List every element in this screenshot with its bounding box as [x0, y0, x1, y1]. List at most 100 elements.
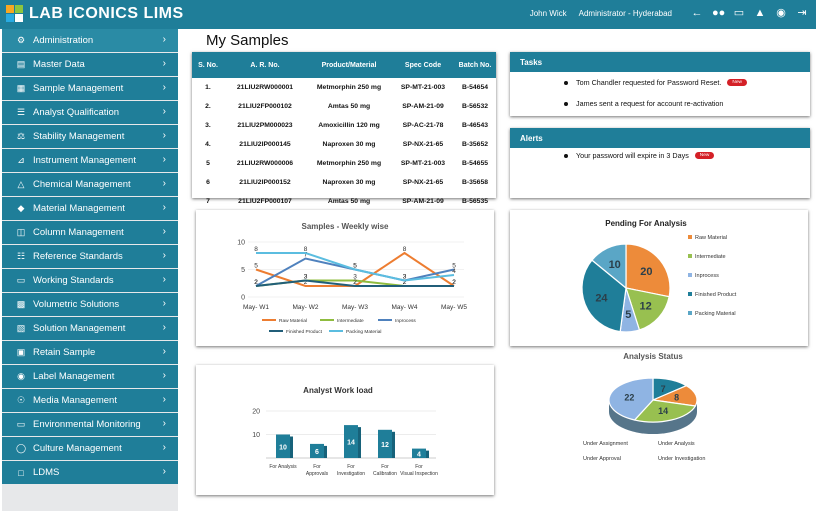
tasks-title: Tasks: [510, 52, 810, 72]
legend-label: Raw Material: [695, 235, 727, 241]
chevron-right-icon: ›: [162, 370, 166, 381]
columns-icon: ◫: [16, 227, 26, 237]
alert-item[interactable]: Your password will expire in 3 Days New: [564, 151, 715, 160]
task-item[interactable]: Tom Chandler requested for Password Rese…: [564, 78, 748, 87]
data-label: 2: [452, 279, 456, 286]
data-label: 10: [279, 444, 287, 451]
task-text: Tom Chandler requested for Password Rese…: [576, 78, 722, 87]
sidebar-item-solution-management[interactable]: ▧ Solution Management ›: [2, 317, 178, 340]
cell-sno: 1.: [205, 84, 211, 91]
cell-batch-no: B-54655: [461, 160, 489, 167]
cell-ar-no: 21LIU2IP000145: [239, 141, 291, 148]
chevron-right-icon: ›: [162, 466, 166, 477]
chevron-right-icon: ›: [162, 442, 166, 453]
database-icon: ▤: [16, 59, 26, 69]
bar-side: [290, 436, 293, 458]
cell-batch-no: B-54654: [461, 84, 489, 91]
x-tick-label: Investigation: [337, 471, 365, 477]
app-logo[interactable]: LAB ICONICS LIMS: [6, 5, 184, 23]
table-row[interactable]: 5 21LIU2RW000006 Metmorphin 250 mg SP-MT-21…: [192, 154, 496, 173]
sidebar-item-reference-standards[interactable]: ☷ Reference Standards ›: [2, 245, 178, 268]
series-line: [256, 252, 455, 282]
chart-title: Analysis Status: [623, 352, 683, 361]
cell-product: Metmorphin 250 mg: [316, 84, 382, 91]
table-row[interactable]: 7 21LIU2FP000107 Amtas 50 mg SP-AM-21-09 B-5…: [192, 192, 496, 211]
chevron-right-icon: ›: [162, 274, 166, 285]
sidebar-item-label: Environmental Monitoring: [33, 419, 141, 430]
chevron-right-icon: ›: [162, 58, 166, 69]
data-label: 7: [304, 252, 308, 259]
cell-ar-no: 21LIU2RW000006: [236, 160, 294, 167]
sidebar-item-environmental-monitoring[interactable]: ▭ Environmental Monitoring ›: [2, 413, 178, 436]
sidebar-item-material-management[interactable]: ◆ Material Management ›: [2, 197, 178, 220]
data-label: 5: [452, 263, 456, 270]
data-label: 5: [254, 263, 258, 270]
sidebar-item-ldms[interactable]: □ LDMS ›: [2, 461, 178, 484]
sidebar-item-administration[interactable]: ⚙ Administration ›: [2, 29, 178, 52]
sidebar-item-media-management[interactable]: ☉ Media Management ›: [2, 389, 178, 412]
sidebar-item-chemical-management[interactable]: △ Chemical Management ›: [2, 173, 178, 196]
y-tick-label: 5: [241, 267, 245, 274]
sidebar-item-label: Analyst Qualification: [33, 107, 120, 118]
bar: [276, 434, 290, 458]
file-icon: □: [18, 467, 24, 478]
sidebar-item-retain-sample[interactable]: ▣ Retain Sample ›: [2, 341, 178, 364]
tag-icon: ◉: [17, 371, 25, 381]
table-row[interactable]: 6 21LIU2IP000152 Naproxen 30 mg SP-NX-21-65…: [192, 173, 496, 192]
column-header: A. R. No.: [224, 52, 306, 78]
data-label: 12: [381, 442, 389, 449]
sidebar-item-sample-management[interactable]: ▦ Sample Management ›: [2, 77, 178, 100]
cell-sno: 6: [206, 179, 210, 186]
pie-slice: [608, 377, 654, 421]
bell-icon[interactable]: ▲: [754, 7, 766, 19]
alert-text: Your password will expire in 3 Days: [576, 151, 689, 160]
cell-batch-no: B-35652: [461, 141, 489, 148]
chevron-right-icon: ›: [162, 418, 166, 429]
data-label: 5: [353, 263, 357, 270]
sidebar-item-stability-management[interactable]: ⚖ Stability Management ›: [2, 125, 178, 148]
bullet-icon: [564, 153, 568, 158]
sidebar-item-column-management[interactable]: ◫ Column Management ›: [2, 221, 178, 244]
sidebar-item-working-standards[interactable]: ▭ Working Standards ›: [2, 269, 178, 292]
data-label: 3: [353, 274, 357, 281]
chevron-right-icon: ›: [162, 202, 166, 213]
chart-title: Samples - Weekly wise: [301, 222, 389, 231]
pending-analysis-chart: Pending For Analysis 20 12 5 24 10 Raw Materia…: [581, 219, 737, 333]
weekly-samples-chart-panel: Samples - Weekly wise 0 5 10 May- W1 May- W2 M…: [196, 210, 494, 346]
column-header: Product/Material: [306, 52, 392, 78]
slice-label: 8: [674, 393, 679, 403]
y-tick-label: 10: [237, 240, 245, 247]
task-item[interactable]: James sent a request for account re-acti…: [564, 99, 723, 108]
table-row[interactable]: 2. 21LIU2FP000102 Amtas 50 mg SP-AM-21-09 B-…: [192, 97, 496, 116]
slice-label: 5: [625, 309, 631, 321]
sidebar-item-analyst-qualification[interactable]: ☰ Analyst Qualification ›: [2, 101, 178, 124]
top-bar: LAB ICONICS LIMS John Wick Administrator…: [0, 0, 816, 29]
back-arrow-icon[interactable]: ←: [691, 7, 703, 19]
cell-product: Naproxen 30 mg: [322, 141, 376, 148]
table-row[interactable]: 4. 21LIU2IP000145 Naproxen 30 mg SP-NX-21-6…: [192, 135, 496, 154]
gear-icon: ⚙: [16, 35, 26, 45]
sidebar-item-culture-management[interactable]: ◯ Culture Management ›: [2, 437, 178, 460]
table-row[interactable]: 3. 21LIU2PM000023 Amoxicillin 120 mg SP-AC-…: [192, 116, 496, 135]
sidebar-item-instrument-management[interactable]: ⊿ Instrument Management ›: [2, 149, 178, 172]
chevron-right-icon: ›: [162, 154, 166, 165]
cell-batch-no: B-35658: [461, 179, 489, 186]
chart-title: Pending For Analysis: [605, 219, 687, 228]
legend-swatch: [688, 254, 692, 258]
sidebar-item-volumetric-solutions[interactable]: ▩ Volumetric Solutions ›: [2, 293, 178, 316]
users-icon[interactable]: ●●: [712, 7, 726, 19]
cell-product: Amtas 50 mg: [327, 198, 371, 205]
user-profile-icon[interactable]: ◉: [776, 7, 786, 19]
table-row[interactable]: 1. 21LIU2RW000001 Metmorphin 250 mg SP-MT-2…: [192, 78, 496, 97]
sidebar-item-label-management[interactable]: ◉ Label Management ›: [2, 365, 178, 388]
chevron-right-icon: ›: [162, 322, 166, 333]
sidebar-item-master-data[interactable]: ▤ Master Data ›: [2, 53, 178, 76]
document-icon[interactable]: ▭: [733, 7, 745, 19]
logout-icon[interactable]: ⇥: [797, 7, 807, 19]
slice-label: 7: [661, 384, 666, 394]
legend-label: Intermediate: [695, 254, 726, 260]
legend-label: Under Assignment: [583, 441, 628, 447]
chevron-right-icon: ›: [162, 346, 166, 357]
user-name: John Wick: [529, 9, 567, 18]
pie-slice: [581, 259, 627, 333]
